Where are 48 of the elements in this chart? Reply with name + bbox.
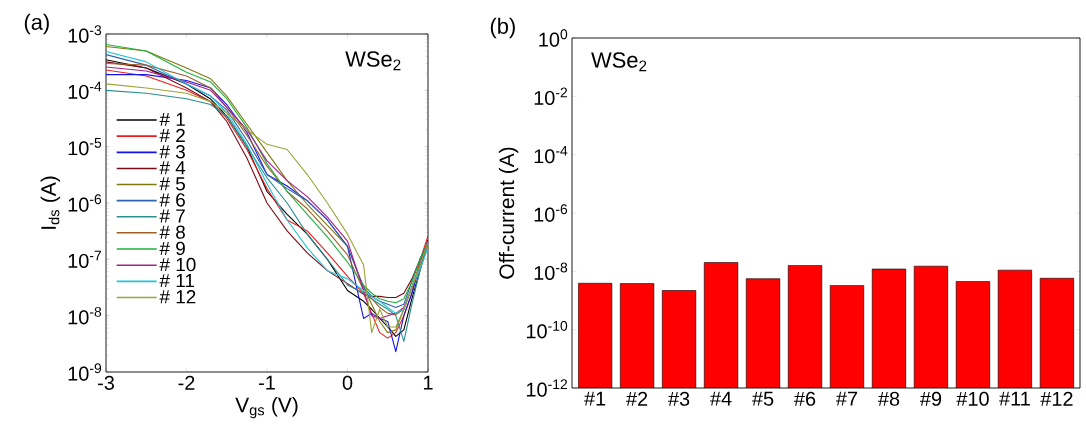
y-tick-label: 10$^{-4}$	[534, 146, 568, 164]
legend-label: # 1	[159, 112, 185, 126]
x-tick-label: #8	[878, 391, 900, 406]
x-axis-title: V$_{gs}$ (V)	[235, 396, 298, 419]
y-tick-label: 10$^{-7}$	[68, 250, 102, 268]
x-tick-label: #10	[956, 391, 989, 406]
x-tick-label: #9	[919, 391, 942, 406]
x-tick-label: -2	[178, 375, 195, 390]
x-tick-label: 1	[423, 375, 433, 390]
y-tick-label: 10$^{-10}$	[526, 320, 568, 339]
y-tick-label: 10$^{-12}$	[526, 379, 568, 397]
x-tick-label: 0	[342, 375, 353, 390]
legend-label: # 9	[159, 241, 185, 256]
y-tick-label: 10$^{-3}$	[68, 25, 102, 43]
legend-label: # 10	[159, 257, 196, 272]
legend-label: # 3	[159, 145, 185, 159]
legend-label: # 12	[159, 290, 196, 304]
y-tick-label: 10$^{-6}$	[534, 204, 568, 222]
chart-title: (a)	[24, 13, 49, 35]
legend-label: # 11	[159, 274, 194, 288]
x-tick-label: #11	[999, 391, 1030, 406]
chart-title: (b)	[490, 17, 515, 39]
annotation: WSe$_{2}$	[591, 52, 647, 72]
x-tick-label: -1	[259, 375, 275, 390]
legend-label: # 6	[159, 193, 185, 207]
y-tick-label: 10$^{-4}$	[68, 81, 102, 99]
annotation: WSe$_{2}$	[345, 51, 401, 71]
legend-label: # 8	[159, 225, 185, 239]
y-tick-label: 10$^{-8}$	[534, 262, 568, 281]
x-tick-label: #6	[794, 391, 816, 406]
x-tick-label: #7	[836, 391, 858, 406]
x-tick-label: #5	[752, 391, 774, 406]
legend-label: # 7	[159, 209, 185, 223]
x-tick-label: #2	[626, 391, 648, 406]
y-tick-label: 10$^{-8}$	[68, 306, 102, 325]
y-tick-label: 10$^{-5}$	[68, 138, 102, 156]
x-tick-label: #4	[710, 391, 732, 406]
y-tick-label: 10$^{-2}$	[534, 87, 568, 106]
legend-label: # 4	[159, 161, 186, 175]
y-axis-title: Off-current (A)	[498, 147, 519, 279]
legend-label: # 5	[159, 177, 185, 191]
legend-label: # 2	[159, 128, 185, 143]
x-tick-label: #1	[584, 391, 606, 406]
y-tick-label: 10$^{-6}$	[68, 194, 102, 212]
x-tick-label: #3	[668, 391, 690, 406]
y-axis-title: I$_{ds}$ (A)	[40, 176, 61, 229]
x-tick-label: #12	[1040, 391, 1073, 406]
y-tick-label: 10$^{0}$	[539, 29, 568, 47]
